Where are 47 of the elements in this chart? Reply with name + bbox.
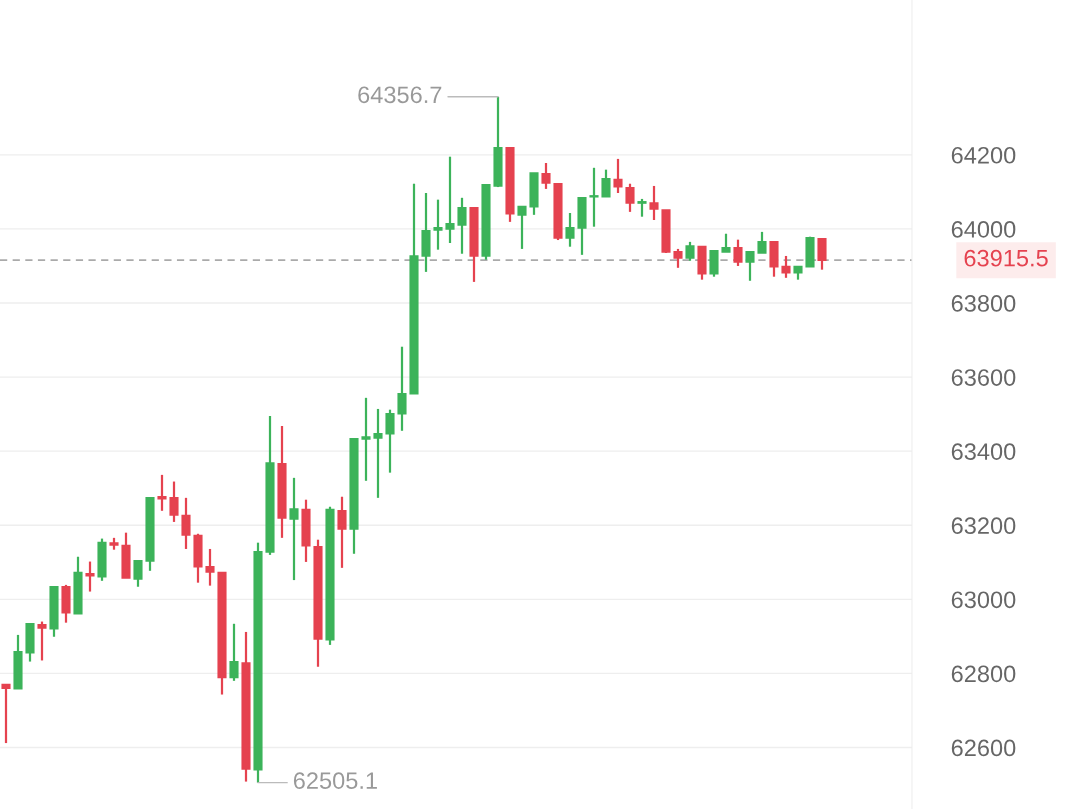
y-tick-label: 63600 xyxy=(951,369,1016,386)
candlestick xyxy=(289,476,299,582)
candlestick xyxy=(709,249,719,278)
candlestick xyxy=(373,407,383,499)
candlestick xyxy=(457,196,467,255)
candlestick xyxy=(517,205,527,251)
y-tick-label: 64200 xyxy=(951,146,1016,164)
candlestick xyxy=(169,480,179,524)
candlestick xyxy=(601,168,611,198)
candlestick xyxy=(721,232,731,253)
y-tick-label: 62600 xyxy=(951,739,1016,757)
candlestick xyxy=(565,211,575,248)
y-tick-label: 63400 xyxy=(951,443,1016,460)
candlestick xyxy=(157,473,167,512)
candlestick xyxy=(757,230,767,255)
candlestick xyxy=(397,345,407,432)
candlestick xyxy=(589,166,599,228)
candlestick xyxy=(673,247,683,269)
y-tick-label: 64000 xyxy=(951,220,1016,238)
candlestick xyxy=(649,184,659,222)
y-tick-label: 63800 xyxy=(951,295,1016,312)
candlestick xyxy=(745,250,755,282)
candlestick xyxy=(229,622,239,682)
candlestick xyxy=(181,496,191,551)
y-tick-label: 62800 xyxy=(951,665,1016,683)
y-tick-label: 63000 xyxy=(951,591,1016,609)
annotation: 62505.1 xyxy=(293,772,377,789)
ref-line-label: 63915.5 xyxy=(964,249,1048,267)
candlestick xyxy=(85,560,95,593)
candlestick xyxy=(541,161,551,191)
annotation: 64356.7 xyxy=(358,86,442,104)
candlestick xyxy=(613,157,623,195)
candlestick xyxy=(685,240,695,262)
y-tick-label: 63200 xyxy=(951,517,1016,535)
candlestick xyxy=(733,238,743,268)
candlestick xyxy=(337,495,347,569)
candlestick xyxy=(625,182,635,213)
candlestick xyxy=(433,198,443,251)
candlestick xyxy=(385,408,395,474)
candlestick xyxy=(445,155,455,245)
candlestick xyxy=(1,683,11,745)
candlestick xyxy=(205,547,215,587)
candlestick xyxy=(133,559,143,588)
candlestick xyxy=(361,396,371,482)
candlestick xyxy=(817,237,827,271)
candlestick xyxy=(37,620,47,662)
candlestick xyxy=(781,254,791,279)
